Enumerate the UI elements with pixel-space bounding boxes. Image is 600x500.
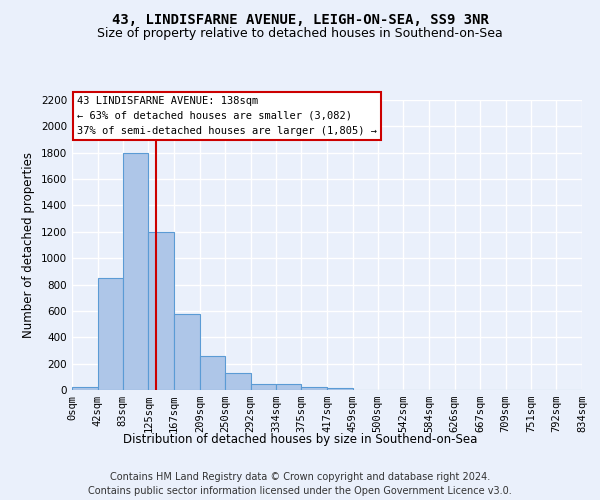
Bar bbox=[98, 278, 123, 390]
Y-axis label: Number of detached properties: Number of detached properties bbox=[22, 152, 35, 338]
Bar bbox=[123, 152, 148, 390]
Bar bbox=[72, 386, 98, 390]
Bar bbox=[276, 384, 301, 390]
Bar bbox=[327, 388, 353, 390]
Text: Size of property relative to detached houses in Southend-on-Sea: Size of property relative to detached ho… bbox=[97, 28, 503, 40]
Bar bbox=[174, 314, 200, 390]
Bar bbox=[148, 232, 174, 390]
Text: Distribution of detached houses by size in Southend-on-Sea: Distribution of detached houses by size … bbox=[123, 432, 477, 446]
Bar bbox=[251, 384, 276, 390]
Bar bbox=[200, 356, 225, 390]
Text: 43, LINDISFARNE AVENUE, LEIGH-ON-SEA, SS9 3NR: 43, LINDISFARNE AVENUE, LEIGH-ON-SEA, SS… bbox=[112, 12, 488, 26]
Bar bbox=[301, 386, 327, 390]
Bar bbox=[225, 373, 251, 390]
Text: Contains HM Land Registry data © Crown copyright and database right 2024.
Contai: Contains HM Land Registry data © Crown c… bbox=[88, 472, 512, 496]
Text: 43 LINDISFARNE AVENUE: 138sqm
← 63% of detached houses are smaller (3,082)
37% o: 43 LINDISFARNE AVENUE: 138sqm ← 63% of d… bbox=[77, 96, 377, 136]
